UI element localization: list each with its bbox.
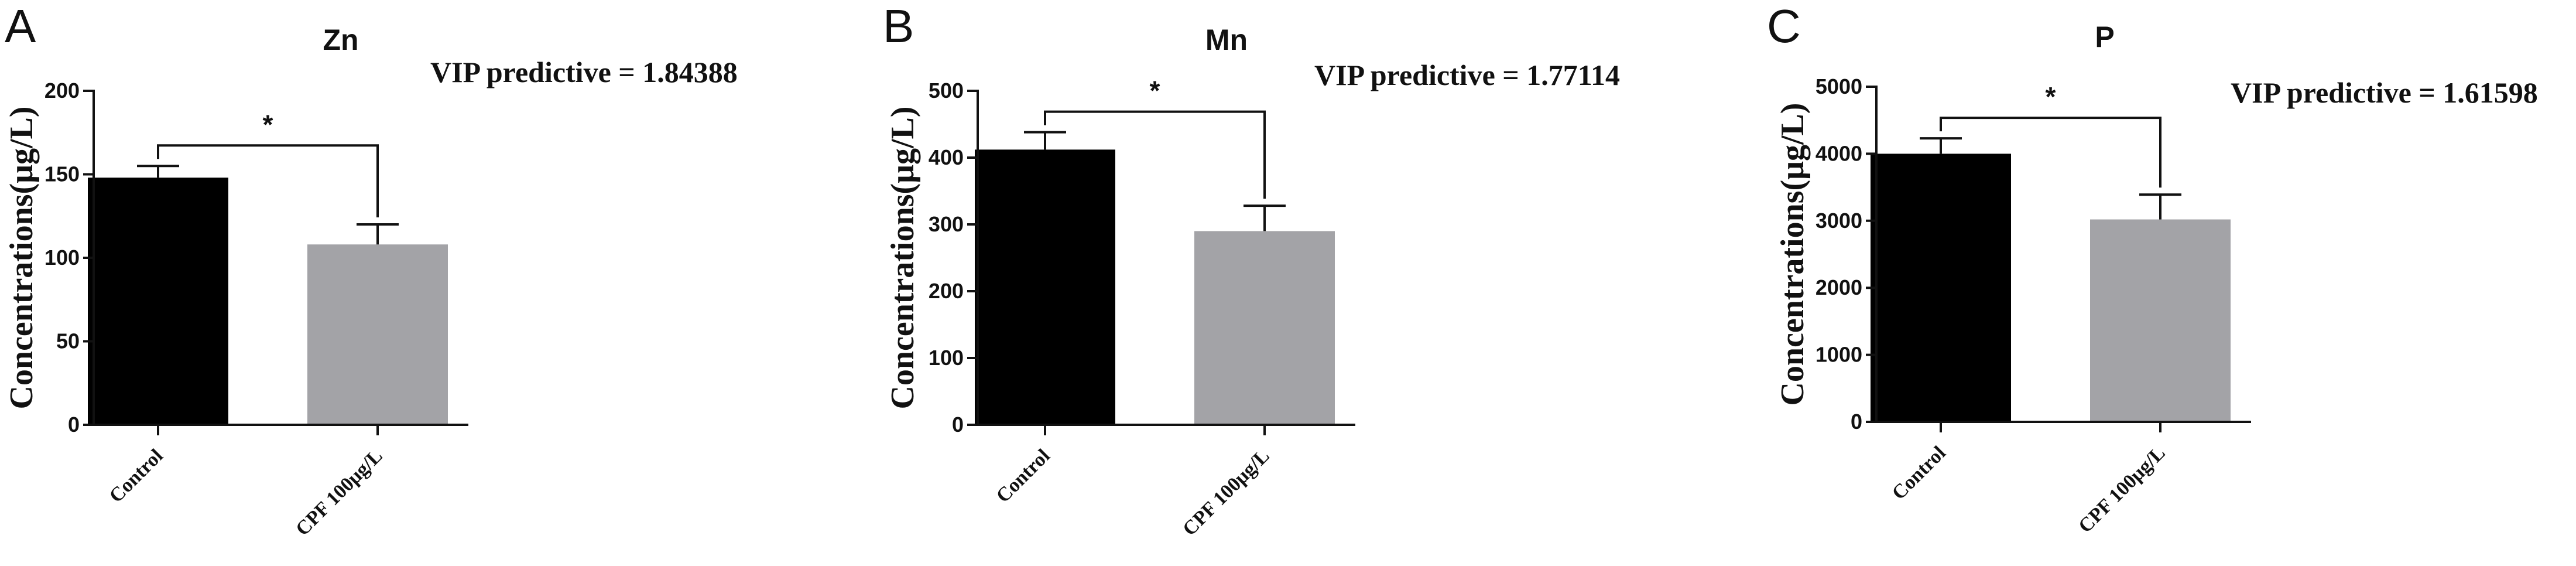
bar-cpf <box>1194 231 1335 425</box>
x-tick-label: Control <box>992 445 1054 507</box>
y-tick-label: 5000 <box>1815 74 1862 98</box>
y-tick-label: 4000 <box>1815 141 1862 165</box>
error-bar <box>357 223 399 245</box>
y-tick-label: 300 <box>929 212 964 236</box>
y-tick-label: 400 <box>929 145 964 169</box>
chart-title: Zn <box>323 23 358 56</box>
vip-annotation: VIP predictive = 1.77114 <box>1314 59 1620 91</box>
x-tick-label: CPF 100μg/L <box>2074 442 2169 537</box>
significance-bracket <box>1940 117 2161 188</box>
y-axis-title: Concentrations(μg/L) <box>885 106 921 409</box>
bar-cpf <box>2090 219 2231 422</box>
y-tick-label: 0 <box>68 412 80 437</box>
chart-title: Mn <box>1205 23 1248 56</box>
y-tick-label: 1000 <box>1815 343 1862 367</box>
significance-marker: * <box>263 109 273 139</box>
y-tick-label: 0 <box>952 412 964 437</box>
x-tick-label: Control <box>105 445 167 507</box>
error-bar <box>2139 193 2181 220</box>
panel-letter: B <box>883 0 914 52</box>
chart-panel-c: C P VIP predictive = 1.61598 Concentrations… <box>1767 0 2538 537</box>
chart-panel-a: A Zn VIP predictive = 1.84388 Concentration… <box>4 0 738 540</box>
x-tick-label: CPF 100μg/L <box>292 445 386 540</box>
y-tick-label: 200 <box>44 79 80 103</box>
y-tick-label: 200 <box>929 279 964 303</box>
vip-annotation: VIP predictive = 1.61598 <box>2231 76 2538 109</box>
bar-control <box>975 149 1115 425</box>
bar-control <box>1871 154 2011 422</box>
error-bar <box>1920 137 1962 154</box>
error-bar <box>137 165 179 178</box>
y-tick-label: 500 <box>929 79 964 103</box>
y-tick-label: 150 <box>44 162 80 186</box>
bar-control <box>88 178 228 425</box>
significance-bracket <box>157 144 379 217</box>
significance-marker: * <box>2046 81 2056 112</box>
panel-letter: A <box>5 0 36 52</box>
chart-panel-b: B Mn VIP predictive = 1.77114 Concentration… <box>883 0 1620 540</box>
chart-title: P <box>2095 21 2114 53</box>
y-tick-label: 3000 <box>1815 209 1862 233</box>
x-tick-label: CPF 100μg/L <box>1179 445 1273 540</box>
y-tick-label: 100 <box>929 346 964 370</box>
y-tick-label: 100 <box>44 246 80 270</box>
significance-bracket <box>1044 110 1266 199</box>
error-bar <box>1024 131 1066 150</box>
vip-annotation: VIP predictive = 1.84388 <box>430 56 738 88</box>
y-axis-title: Concentrations(μg/L) <box>4 106 40 409</box>
y-tick-label: 50 <box>56 329 80 353</box>
y-tick-label: 0 <box>1851 410 1862 434</box>
y-axis-title: Concentrations(μg/L) <box>1775 103 1811 405</box>
error-bar <box>1244 204 1286 231</box>
panel-letter: C <box>1767 0 1801 52</box>
y-tick-label: 2000 <box>1815 275 1862 299</box>
bar-cpf <box>307 244 448 425</box>
x-tick-label: Control <box>1888 442 1950 504</box>
significance-marker: * <box>1150 76 1160 106</box>
